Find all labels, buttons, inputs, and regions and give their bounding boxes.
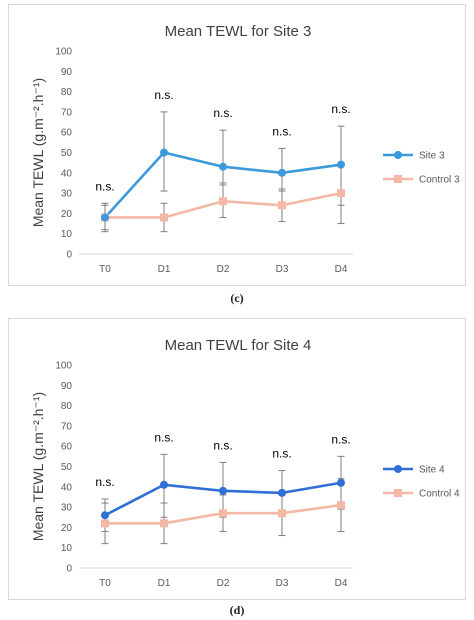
data-point-control-4 xyxy=(101,519,109,528)
data-point-site-4 xyxy=(219,486,227,495)
legend-label: Control 4 xyxy=(419,489,460,500)
y-tick-label: 30 xyxy=(61,189,73,200)
x-tick-label: T0 xyxy=(99,578,111,589)
data-point-site-4 xyxy=(160,480,168,489)
data-point-control-4 xyxy=(337,501,345,510)
y-tick-label: 40 xyxy=(61,168,73,179)
significance-label: n.s. xyxy=(154,88,173,102)
significance-label: n.s. xyxy=(213,106,232,120)
data-point-site-3 xyxy=(219,162,227,171)
significance-label: n.s. xyxy=(272,124,291,138)
y-tick-label: 60 xyxy=(61,442,73,453)
legend-item-site-3: Site 3 xyxy=(383,151,445,162)
data-point-control-3 xyxy=(219,197,227,206)
y-tick-label: 10 xyxy=(61,229,73,240)
figure-caption-c: (c) xyxy=(230,291,244,305)
legend-item-control-4: Control 4 xyxy=(383,489,460,500)
data-point-site-3 xyxy=(101,213,109,222)
legend-label: Control 3 xyxy=(419,175,460,186)
significance-label: n.s. xyxy=(331,102,350,116)
x-tick-label: D4 xyxy=(335,578,348,589)
data-point-control-4 xyxy=(160,519,168,528)
legend-label: Site 3 xyxy=(419,151,445,162)
legend-marker xyxy=(394,489,402,497)
significance-label: n.s. xyxy=(213,438,232,452)
chart-svg-site-3: Mean TEWL for Site 3 Mean TEWL (g.m⁻².h⁻¹… xyxy=(30,23,460,275)
y-tick-label: 0 xyxy=(66,564,72,575)
x-tick-label: D2 xyxy=(217,264,230,275)
data-point-control-4 xyxy=(219,509,227,518)
x-tick-label: D3 xyxy=(276,264,289,275)
data-point-site-3 xyxy=(160,148,168,157)
significance-label: n.s. xyxy=(95,475,114,489)
data-point-control-3 xyxy=(278,201,286,210)
data-point-site-3 xyxy=(278,168,286,177)
y-tick-label: 80 xyxy=(61,401,73,412)
x-tick-label: D1 xyxy=(158,578,171,589)
chart-svg-site-4: Mean TEWL for Site 4 Mean TEWL (g.m⁻².h⁻¹… xyxy=(30,337,460,589)
y-tick-label: 50 xyxy=(61,462,73,473)
y-tick-label: 60 xyxy=(61,128,73,139)
legend-marker xyxy=(394,175,402,183)
legend-label: Site 4 xyxy=(419,465,445,476)
y-tick-label: 50 xyxy=(61,148,73,159)
y-axis-label: Mean TEWL (g.m⁻².h⁻¹) xyxy=(30,392,46,541)
significance-label: n.s. xyxy=(272,447,291,461)
data-point-site-4 xyxy=(278,488,286,497)
legend-marker xyxy=(394,151,402,159)
significance-label: n.s. xyxy=(95,179,114,193)
data-point-site-4 xyxy=(101,511,109,520)
x-tick-label: D3 xyxy=(276,578,289,589)
x-tick-label: D4 xyxy=(335,264,348,275)
y-tick-label: 80 xyxy=(61,87,73,98)
legend-item-site-4: Site 4 xyxy=(383,465,445,476)
y-tick-label: 10 xyxy=(61,543,73,554)
y-tick-label: 20 xyxy=(61,523,73,534)
y-tick-label: 70 xyxy=(61,421,73,432)
data-point-control-4 xyxy=(278,509,286,518)
legend-marker xyxy=(394,465,402,473)
y-tick-label: 100 xyxy=(55,361,72,372)
y-tick-label: 20 xyxy=(61,209,73,220)
y-tick-label: 30 xyxy=(61,503,73,514)
chart-panel-site-3: Mean TEWL for Site 3 Mean TEWL (g.m⁻².h⁻¹… xyxy=(8,4,466,286)
chart-panel-site-4: Mean TEWL for Site 4 Mean TEWL (g.m⁻².h⁻¹… xyxy=(8,318,466,600)
data-point-site-4 xyxy=(337,478,345,487)
chart-title: Mean TEWL for Site 4 xyxy=(165,337,312,354)
data-point-control-3 xyxy=(160,213,168,222)
x-tick-label: T0 xyxy=(99,264,111,275)
data-point-site-3 xyxy=(337,160,345,169)
significance-label: n.s. xyxy=(331,432,350,446)
x-tick-label: D2 xyxy=(217,578,230,589)
error-bar-site-3 xyxy=(219,129,227,186)
y-tick-label: 0 xyxy=(66,250,72,261)
y-axis-label: Mean TEWL (g.m⁻².h⁻¹) xyxy=(30,78,46,227)
chart-title: Mean TEWL for Site 3 xyxy=(165,23,312,40)
significance-label: n.s. xyxy=(154,430,173,444)
y-tick-label: 90 xyxy=(61,67,73,78)
x-tick-label: D1 xyxy=(158,264,171,275)
figure-caption-d: (d) xyxy=(229,603,245,617)
legend-item-control-3: Control 3 xyxy=(383,175,460,186)
y-tick-label: 70 xyxy=(61,107,73,118)
y-tick-label: 90 xyxy=(61,381,73,392)
data-point-control-3 xyxy=(337,189,345,198)
y-tick-label: 40 xyxy=(61,482,73,493)
y-tick-label: 100 xyxy=(55,47,72,58)
